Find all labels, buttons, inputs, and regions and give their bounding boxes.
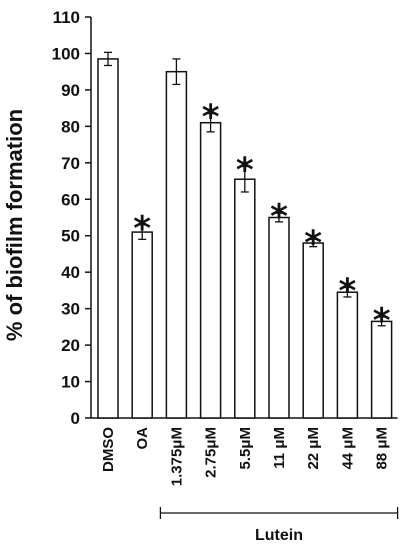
- x-tick-label: 88 μM: [374, 427, 391, 470]
- significance-marker: *: [304, 223, 322, 263]
- x-tick-label: 1.375μM: [168, 427, 185, 486]
- x-tick-label: 11 μM: [271, 427, 288, 469]
- y-tick-label: 10: [61, 373, 80, 392]
- bar: [165, 70, 188, 419]
- y-tick-label: 40: [61, 263, 80, 282]
- bar: [97, 58, 119, 419]
- bar: [234, 178, 256, 419]
- group-label: Lutein: [255, 527, 303, 544]
- x-tick-label: OA: [134, 427, 151, 450]
- significance-marker: *: [236, 150, 254, 190]
- x-tick-label: DMSO: [100, 427, 117, 472]
- y-tick-label: 100: [52, 44, 80, 63]
- x-tick-label: 44 μM: [339, 427, 356, 470]
- significance-marker: *: [373, 301, 391, 341]
- y-tick-label: 80: [61, 117, 80, 136]
- bar: [199, 121, 222, 419]
- y-tick-label: 50: [61, 227, 80, 246]
- y-tick-label: 20: [61, 336, 80, 355]
- bar: [302, 242, 324, 419]
- significance-marker: *: [270, 197, 288, 237]
- y-tick-label: 70: [61, 154, 80, 173]
- plot-area: 0 10 20 30 40 50 60 70 80 90 100 110 DMSO * OA 1.375μM *…: [52, 8, 399, 519]
- x-tick-label: 5.5μM: [237, 427, 254, 470]
- bar: [268, 216, 290, 419]
- bar: [131, 231, 153, 419]
- y-tick-label: 110: [53, 8, 80, 27]
- x-tick-label: 22 μM: [305, 427, 322, 470]
- y-tick-label: 90: [61, 81, 80, 100]
- y-axis-title: % of biofilm formation: [2, 109, 27, 341]
- y-tick-label: 60: [61, 190, 80, 209]
- x-tick-label: 2.75μM: [203, 427, 220, 478]
- significance-marker: *: [133, 209, 151, 249]
- significance-marker: *: [202, 98, 220, 138]
- y-tick-label: 30: [61, 300, 80, 319]
- significance-marker: *: [339, 271, 357, 311]
- y-tick-label: 0: [71, 409, 80, 428]
